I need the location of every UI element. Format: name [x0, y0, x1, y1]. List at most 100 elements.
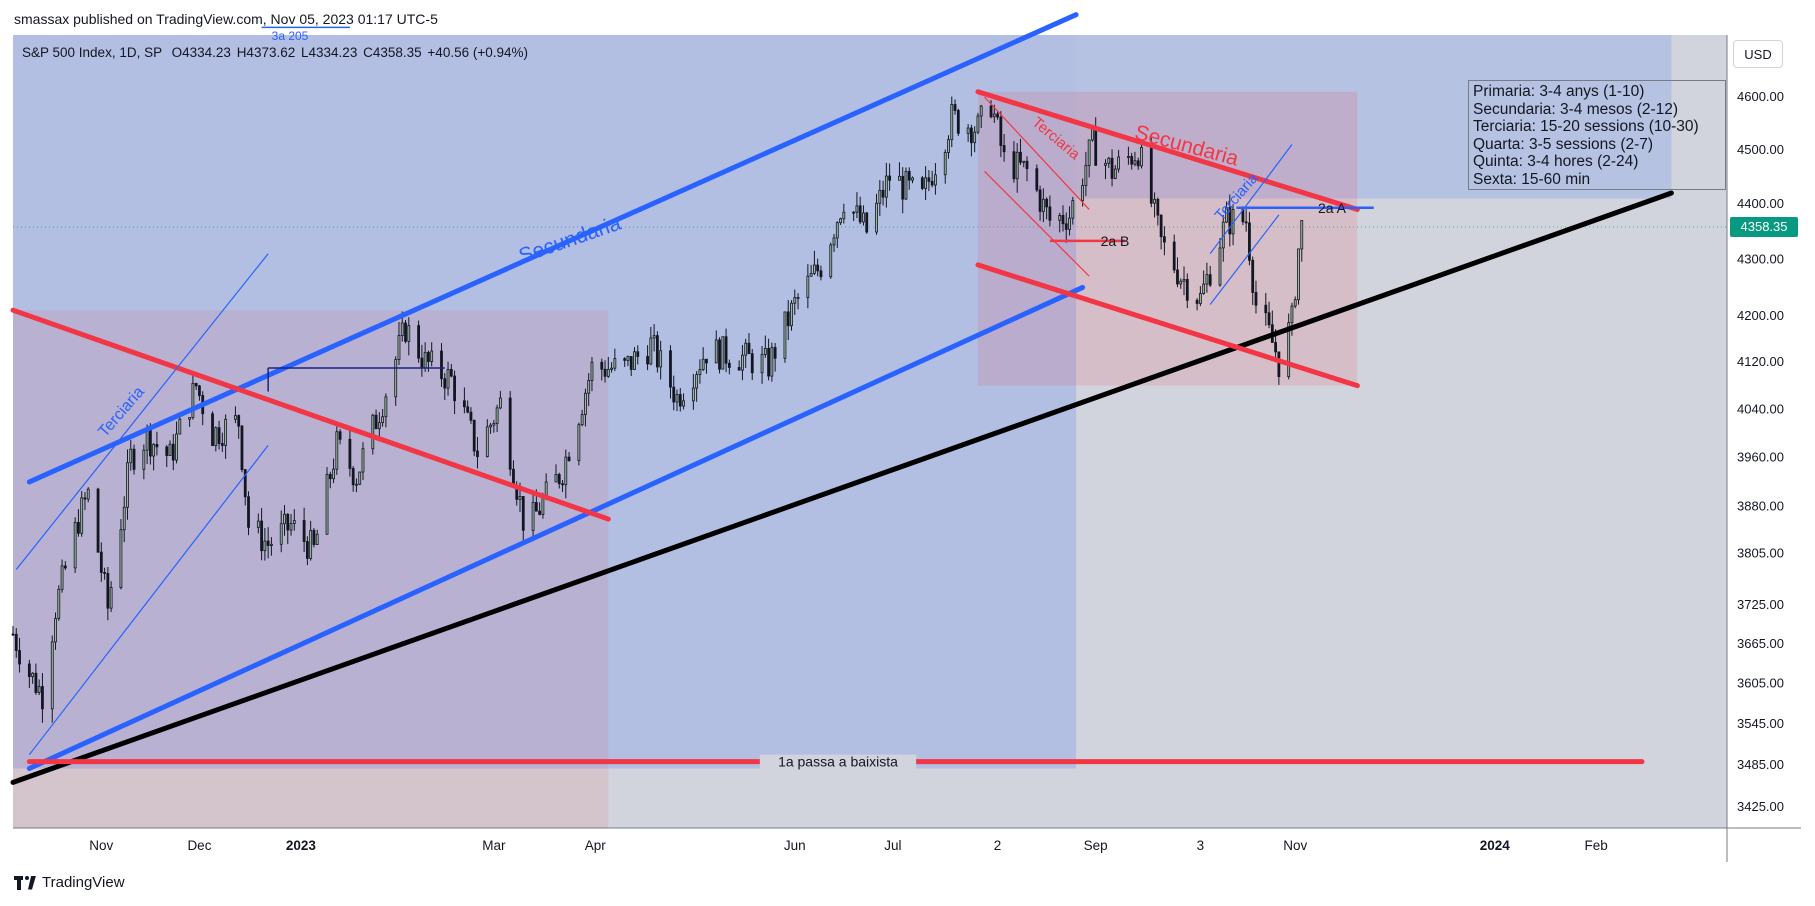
- candle-body: [636, 351, 640, 357]
- candle-body: [54, 618, 57, 643]
- candle-body: [194, 383, 198, 387]
- candle-body: [1081, 185, 1085, 202]
- candle-body: [911, 177, 914, 181]
- candle-body: [1182, 279, 1186, 282]
- legend-line: Quinta: 3-4 hores (2-24): [1473, 153, 1639, 171]
- candle-body: [521, 496, 525, 531]
- x-tick-label: Mar: [482, 838, 506, 853]
- y-tick-label: 4400.00: [1737, 196, 1784, 211]
- candle-body: [538, 510, 542, 515]
- open-value: O4334.23: [171, 45, 231, 60]
- candle-body: [727, 362, 731, 368]
- candle-body: [1084, 165, 1088, 186]
- x-tick-label: Feb: [1585, 838, 1608, 853]
- candle-body: [1172, 241, 1176, 271]
- candle-body: [675, 394, 679, 403]
- candle-body: [901, 175, 905, 200]
- candle-body: [865, 212, 869, 233]
- candle-body: [934, 174, 937, 186]
- candle-body: [989, 105, 993, 118]
- candle-body: [1156, 198, 1160, 216]
- candle-body: [898, 175, 901, 181]
- upper-blue-zone: [1076, 35, 1672, 199]
- candle-body: [171, 443, 175, 461]
- legend-line: Sexta: 15-60 min: [1473, 170, 1591, 188]
- candle-body: [577, 424, 581, 462]
- candle-body: [819, 270, 823, 278]
- candle-body: [629, 356, 633, 370]
- label-2a-b: 2a B: [1101, 233, 1130, 249]
- candle-body: [142, 449, 146, 470]
- candle-body: [237, 415, 241, 427]
- candle-body: [659, 350, 663, 368]
- candle-body: [655, 335, 659, 368]
- candle-body: [809, 272, 813, 277]
- candle-body: [580, 414, 584, 426]
- y-tick-label: 3960.00: [1737, 450, 1784, 465]
- candle-body: [862, 212, 865, 223]
- candle-body: [750, 353, 754, 374]
- candle-body: [1113, 168, 1117, 179]
- candle-body: [1179, 280, 1183, 285]
- candle-body: [400, 322, 404, 337]
- candle-body: [1254, 292, 1258, 306]
- candle-body: [423, 352, 427, 369]
- x-tick-label: 2024: [1480, 838, 1511, 853]
- high-value: H4373.62: [236, 45, 296, 60]
- candle-body: [1244, 221, 1248, 224]
- candle-body: [669, 350, 672, 388]
- candle-body: [695, 374, 699, 389]
- candle-body: [698, 369, 702, 375]
- candle-body: [970, 127, 973, 144]
- candle-body: [286, 513, 290, 531]
- candle-body: [652, 335, 656, 339]
- y-tick-label: 3725.00: [1737, 597, 1784, 612]
- candle-body: [691, 387, 695, 402]
- candle-body: [283, 513, 286, 525]
- candle-body: [678, 394, 682, 407]
- candle-body: [829, 244, 833, 278]
- candle-body: [930, 180, 934, 186]
- y-tick-label: 4120.00: [1737, 354, 1784, 369]
- candle-body: [1045, 198, 1049, 208]
- candle-body: [741, 354, 744, 371]
- candle-body: [1094, 128, 1098, 166]
- currency-button[interactable]: USD: [1733, 40, 1783, 68]
- candle-body: [256, 520, 260, 528]
- secundaria-up-bottom-line: [26, 284, 1086, 771]
- y-tick-label: 3880.00: [1737, 499, 1784, 514]
- x-tick-label: Sep: [1084, 838, 1108, 853]
- candle-body: [600, 361, 604, 370]
- candle-body: [554, 474, 558, 483]
- candle-body: [1110, 157, 1114, 179]
- legend-line: Primaria: 3-4 anys (1-10): [1473, 83, 1645, 100]
- candle-body: [907, 170, 911, 181]
- candle-body: [31, 672, 35, 677]
- candle-body: [332, 468, 335, 480]
- terciaria-channel-3-bottom-line: [1209, 214, 1280, 305]
- candle-body: [188, 417, 192, 420]
- candle-body: [86, 488, 90, 500]
- secundaria-down-top-line: [975, 89, 1360, 212]
- candle-body: [1176, 269, 1179, 285]
- terciaria-channel-2-top-line: [984, 96, 1090, 210]
- legend-line: Quarta: 3-5 sessions (2-7): [1473, 135, 1654, 153]
- candle-body: [453, 375, 456, 402]
- footer-brand[interactable]: TradingView: [14, 874, 125, 891]
- candle-body: [508, 397, 512, 470]
- candle-body: [148, 427, 152, 457]
- candle-body: [1185, 279, 1189, 301]
- label-1a-passa-baixista-bg: [759, 754, 917, 772]
- candle-body: [263, 540, 267, 552]
- red-downtrend-zone: [13, 310, 609, 828]
- candle-body: [1274, 342, 1278, 353]
- candle-body: [979, 105, 983, 117]
- candle-body: [626, 356, 630, 361]
- candle-body: [1290, 305, 1294, 324]
- candle-body: [1015, 151, 1019, 180]
- candle-body: [878, 189, 882, 204]
- candle-body: [541, 497, 545, 515]
- candle-body: [1162, 236, 1166, 243]
- secundaria-up-zone: [13, 35, 1077, 769]
